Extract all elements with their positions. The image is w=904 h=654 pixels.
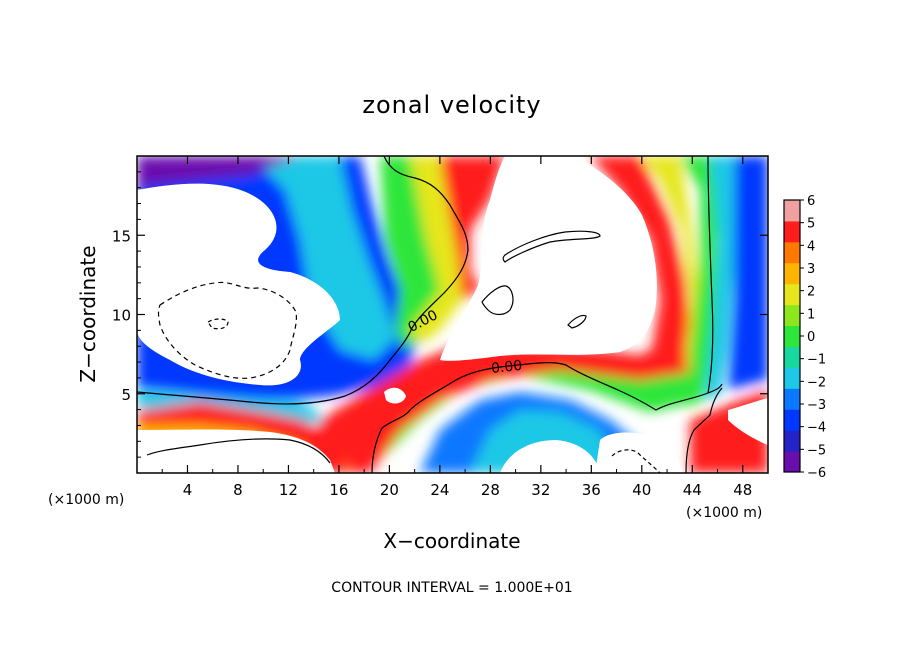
x-tick-label: 16 bbox=[329, 481, 348, 499]
colorbar-label: 1 bbox=[807, 307, 815, 322]
chart-title: zonal velocity bbox=[362, 91, 541, 119]
contour-upper-right-loop bbox=[502, 230, 601, 263]
colorbar-label: −2 bbox=[807, 375, 826, 390]
contour-center-loop bbox=[481, 285, 514, 316]
x-tick-label: 40 bbox=[632, 481, 651, 499]
colorbar-swatch-neg2 bbox=[784, 367, 800, 389]
y-tick-label: 15 bbox=[112, 227, 131, 245]
field-red-column bbox=[440, 156, 505, 300]
x-tick-label: 48 bbox=[733, 481, 752, 499]
x-unit-right: (×1000 m) bbox=[686, 505, 762, 521]
zero-contour-main bbox=[137, 156, 469, 405]
field-lower-left-red bbox=[137, 402, 348, 473]
x-tick-label: 36 bbox=[582, 481, 601, 499]
field-top-left-purple bbox=[137, 156, 300, 188]
colorbar: 6 5 4 3 2 1 0 −1 −2 −3 −4 −5 −6 bbox=[783, 194, 826, 481]
colorbar-label: −5 bbox=[807, 443, 826, 458]
zero-contour-lower-right bbox=[685, 387, 723, 473]
colorbar-swatch-neg1 bbox=[784, 346, 800, 368]
field-lower-red bbox=[320, 345, 705, 473]
colorbar-label: −4 bbox=[807, 421, 826, 436]
zero-contour-right bbox=[707, 156, 714, 394]
colorbar-label: 3 bbox=[807, 262, 815, 277]
contour-bottom-left bbox=[146, 438, 331, 464]
svg-text:0.00: 0.00 bbox=[490, 358, 523, 377]
x-tick-label: 4 bbox=[183, 481, 193, 499]
y-axis-label: Z−coordinate bbox=[76, 245, 100, 382]
field-right-red bbox=[590, 156, 690, 360]
colorbar-label: 6 bbox=[807, 194, 815, 209]
colorbar-swatch-pos2 bbox=[784, 283, 800, 306]
x-tick-label: 24 bbox=[430, 481, 449, 499]
contour-dashed-left bbox=[157, 281, 297, 379]
x-tick-label: 20 bbox=[380, 481, 399, 499]
white-upper-center bbox=[440, 156, 657, 361]
field-right-blue bbox=[728, 156, 768, 390]
x-tick-label: 44 bbox=[683, 481, 702, 499]
field-right-cyan bbox=[705, 156, 740, 400]
colorbar-label: 0 bbox=[807, 330, 815, 345]
white-small-blob bbox=[384, 387, 406, 404]
colorbar-swatch-pos6 bbox=[784, 200, 800, 222]
contour-dashed-bottom-right bbox=[611, 449, 661, 473]
zero-contour-lower bbox=[371, 361, 723, 473]
colorbar-swatch-zero bbox=[784, 325, 800, 347]
colorbar-swatch-neg4 bbox=[784, 409, 800, 431]
white-right-bottom-patch bbox=[728, 398, 768, 445]
contour-label: 0.00 bbox=[490, 358, 523, 377]
y-tick-label: 10 bbox=[112, 307, 131, 325]
y-tick-label: 5 bbox=[121, 386, 131, 404]
white-upper-left bbox=[137, 183, 340, 386]
colorbar-swatch-pos4 bbox=[784, 241, 800, 264]
colorbar-label: 4 bbox=[807, 239, 815, 254]
field-top-left-cyan bbox=[250, 156, 396, 360]
x-axis-ticks: 4 8 12 16 20 24 28 32 36 40 44 48 bbox=[161, 156, 752, 499]
contour-small-right bbox=[567, 314, 587, 329]
x-tick-label: 8 bbox=[233, 481, 243, 499]
x-unit-left: (×1000 m) bbox=[48, 492, 124, 508]
colorbar-label: 2 bbox=[807, 285, 815, 300]
x-tick-label: 12 bbox=[279, 481, 298, 499]
colorbar-label: −3 bbox=[807, 398, 826, 413]
contour-interval-note: CONTOUR INTERVAL = 1.000E+01 bbox=[331, 580, 572, 596]
colorbar-swatch-pos5 bbox=[784, 220, 800, 243]
colorbar-swatch-neg3 bbox=[784, 388, 800, 410]
x-tick-label: 28 bbox=[481, 481, 500, 499]
colorbar-label: −6 bbox=[807, 466, 826, 481]
y-axis-ticks: 5 10 15 bbox=[112, 171, 768, 458]
field-right-green bbox=[680, 156, 720, 410]
field-left-cyan-band bbox=[137, 390, 330, 425]
colorbar-swatch-pos3 bbox=[784, 262, 800, 285]
colorbar-swatch-neg6 bbox=[784, 451, 800, 473]
out-of-range-regions bbox=[137, 156, 768, 473]
contour-lines bbox=[137, 156, 723, 473]
x-tick-label: 32 bbox=[531, 481, 550, 499]
colorbar-label: −1 bbox=[807, 353, 826, 368]
contour-dashed-small bbox=[207, 318, 229, 330]
white-lower-left bbox=[137, 429, 335, 473]
field-yellow-column bbox=[410, 156, 470, 345]
colorbar-swatch-neg5 bbox=[784, 430, 800, 452]
colorbar-swatch-pos1 bbox=[784, 304, 800, 327]
white-bottom-center bbox=[500, 440, 600, 473]
colorbar-label: 5 bbox=[807, 217, 815, 232]
plot-area: 0.000.00 bbox=[137, 156, 768, 473]
x-axis-label: X−coordinate bbox=[383, 529, 520, 553]
field-right-yellow bbox=[640, 156, 700, 370]
